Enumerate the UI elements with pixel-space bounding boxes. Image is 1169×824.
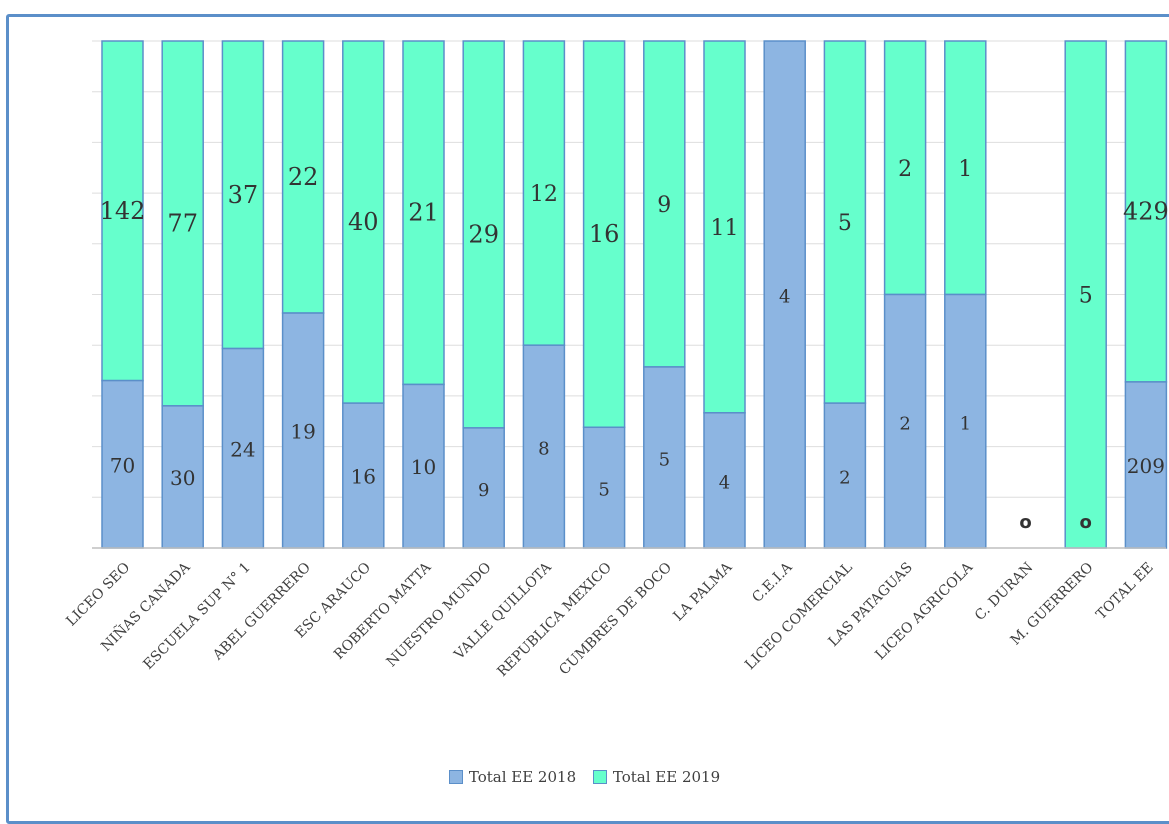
label-2018-liceo-agricola: 1 [960,413,971,434]
legend-label-2019: Total EE 2019 [612,768,721,786]
label-2019-liceo-seo: 142 [100,197,146,225]
label-2018-esc-arauco: 16 [351,465,376,489]
label-2019-la-palma: 11 [711,216,739,241]
label-2018-cumbres-de-boco: 5 [659,449,670,470]
bar-2018-liceo-comercial [823,402,867,549]
bar-2018-total-ee [1124,381,1168,549]
bar-2018-c-e-i-a [763,40,806,549]
label-2018-escuela-sup-n-1: 24 [230,437,255,461]
bar-2019-republica-mexico [582,40,626,429]
label-2018-c-duran: o [1019,512,1031,533]
label-2019-republica-mexico: 16 [589,220,620,248]
bar-2018-las-pataguas [883,293,927,549]
bar-2018-abel-guerrero [281,312,325,549]
label-2019-las-pataguas: 2 [898,157,912,182]
legend: Total EE 2018 Total EE 2019 [0,768,1169,788]
label-2019-m-guerrero: 5 [1079,284,1093,309]
category-label-c-e-i-a: C.E.I.A [749,559,796,606]
bar-2018-ni-as-canada [161,405,204,549]
label-2018-m-guerrero: o [1080,512,1092,533]
data-labels: 1427077303724221940162110299128165951144… [100,157,1169,533]
label-2018-total-ee: 209 [1127,454,1165,478]
label-2019-nuestro-mundo: 29 [468,220,499,248]
bar-2018-la-palma [703,412,746,549]
label-2018-abel-guerrero: 19 [290,420,315,444]
bar-2018-cumbres-de-boco [643,366,686,549]
label-2018-liceo-seo: 70 [110,453,135,477]
legend-swatch-2019 [592,770,607,784]
label-2018-las-pataguas: 2 [899,413,910,434]
label-2019-escuela-sup-n-1: 37 [228,181,259,209]
label-2019-liceo-comercial: 5 [838,211,852,236]
category-label-liceo-agricola: LICEO AGRICOLA [872,559,976,663]
bar-2018-republica-mexico [582,426,626,549]
bar-2019-abel-guerrero [281,40,325,314]
label-2019-total-ee: 429 [1123,197,1169,225]
bar-2018-roberto-matta [402,383,445,549]
bar-2018-liceo-seo [101,379,144,549]
bar-2018-esc-arauco [342,402,385,549]
bars [101,40,1168,549]
bar-2019-liceo-agricola [944,40,987,296]
legend-item-2018: Total EE 2018 [448,768,577,786]
label-2019-esc-arauco: 40 [348,208,379,236]
category-label-abel-guerrero: ABEL GUERRERO [209,560,314,665]
bar-2018-valle-quillota [522,344,566,549]
label-2018-la-palma: 4 [719,472,730,493]
label-2019-roberto-matta: 21 [408,199,439,227]
category-label-la-palma: LA PALMA [670,559,736,625]
legend-item-2019: Total EE 2019 [592,768,721,786]
category-label-nuestro-mundo: NUESTRO MUNDO [384,560,495,671]
label-2019-valle-quillota: 12 [530,182,558,207]
category-label-total-ee: TOTAL EE [1093,560,1156,623]
category-label-c-duran: C. DURAN [972,560,1036,624]
label-2019-cumbres-de-boco: 9 [657,193,671,218]
bar-2019-las-pataguas [883,40,927,296]
label-2018-nuestro-mundo: 9 [478,480,489,501]
legend-label-2018: Total EE 2018 [468,768,577,786]
label-2018-valle-quillota: 8 [538,439,549,460]
category-label-liceo-comercial: LICEO COMERCIAL [742,560,856,674]
label-2019-abel-guerrero: 22 [288,163,319,191]
bar-2019-roberto-matta [402,40,445,386]
bar-2019-liceo-seo [101,40,144,382]
bar-2019-esc-arauco [342,40,385,404]
legend-swatch-2018 [448,770,463,784]
bar-2019-liceo-comercial [823,40,867,404]
category-label-escuela-sup-n-1: ESCUELA SUP N° 1 [140,560,253,673]
category-label-cumbres-de-boco: CUMBRES DE BOCO [556,560,675,679]
category-label-republica-mexico: REPUBLICA MEXICO [494,560,614,680]
label-2018-liceo-comercial: 2 [839,468,850,489]
category-label-valle-quillota: VALLE QUILLOTA [451,559,556,664]
label-2018-c-e-i-a: 4 [779,287,790,308]
label-2018-ni-as-canada: 30 [170,466,195,490]
label-2019-ni-as-canada: 77 [167,209,198,237]
label-2018-republica-mexico: 5 [598,480,609,501]
label-2018-roberto-matta: 10 [411,455,436,479]
label-2019-liceo-agricola: 1 [958,157,972,182]
bar-2019-cumbres-de-boco [643,40,686,368]
